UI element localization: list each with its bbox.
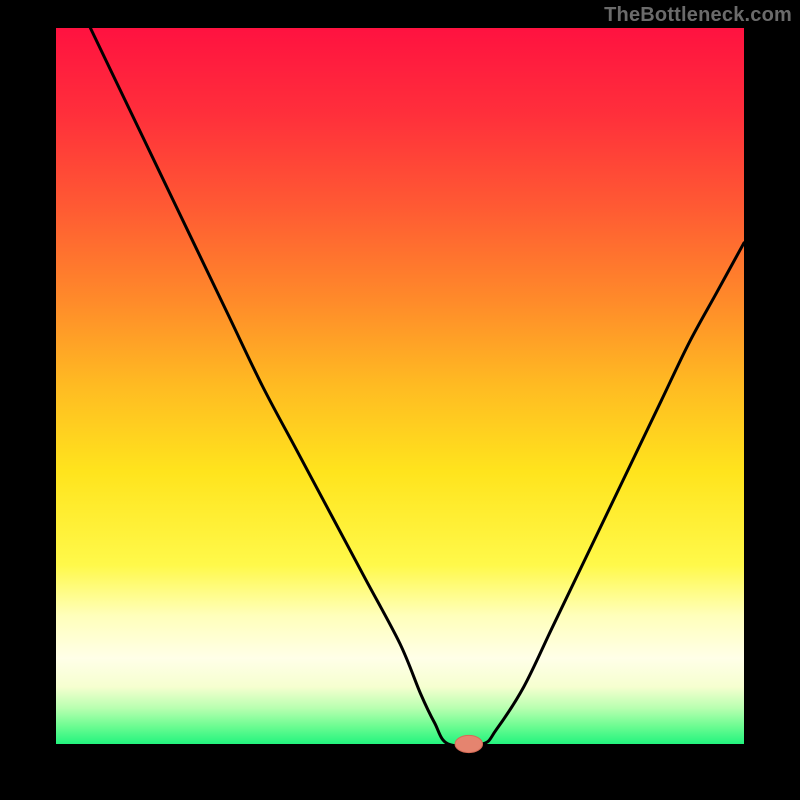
bottleneck-chart: TheBottleneck.com [0, 0, 800, 800]
plot-background [56, 28, 744, 744]
watermark-text: TheBottleneck.com [604, 4, 792, 27]
chart-svg [0, 0, 800, 800]
optimal-marker [455, 735, 483, 752]
